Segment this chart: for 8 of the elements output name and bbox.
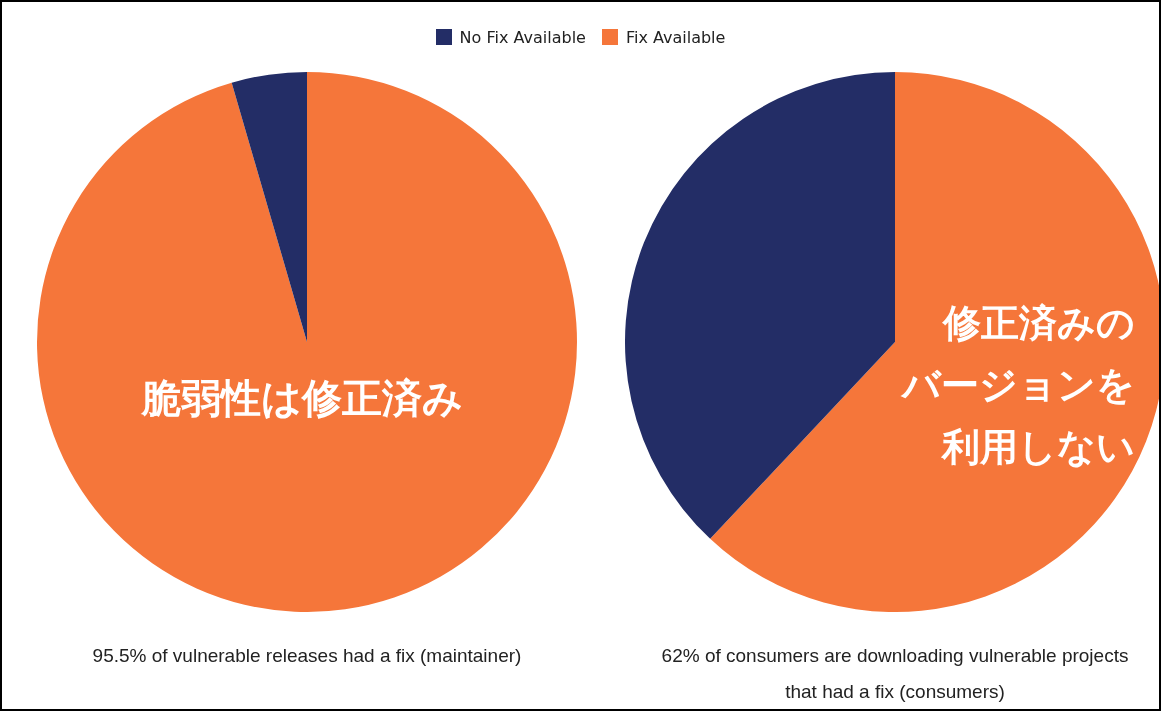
text: 95.5% of vulnerable releases had a fix (maintainer) bbox=[91, 644, 523, 668]
legend-label: Fix Available bbox=[624, 28, 726, 47]
text: 修正済みの bbox=[941, 300, 1135, 347]
text: 脆弱性は修正済み bbox=[140, 374, 464, 423]
text: 62% of consumers are downloading vulnerable projects that had a fix (consumers) bbox=[660, 644, 1130, 704]
text: 利用しない bbox=[940, 424, 1135, 471]
legend-label: No Fix Available bbox=[458, 28, 586, 47]
text: バージョンを bbox=[900, 362, 1135, 409]
